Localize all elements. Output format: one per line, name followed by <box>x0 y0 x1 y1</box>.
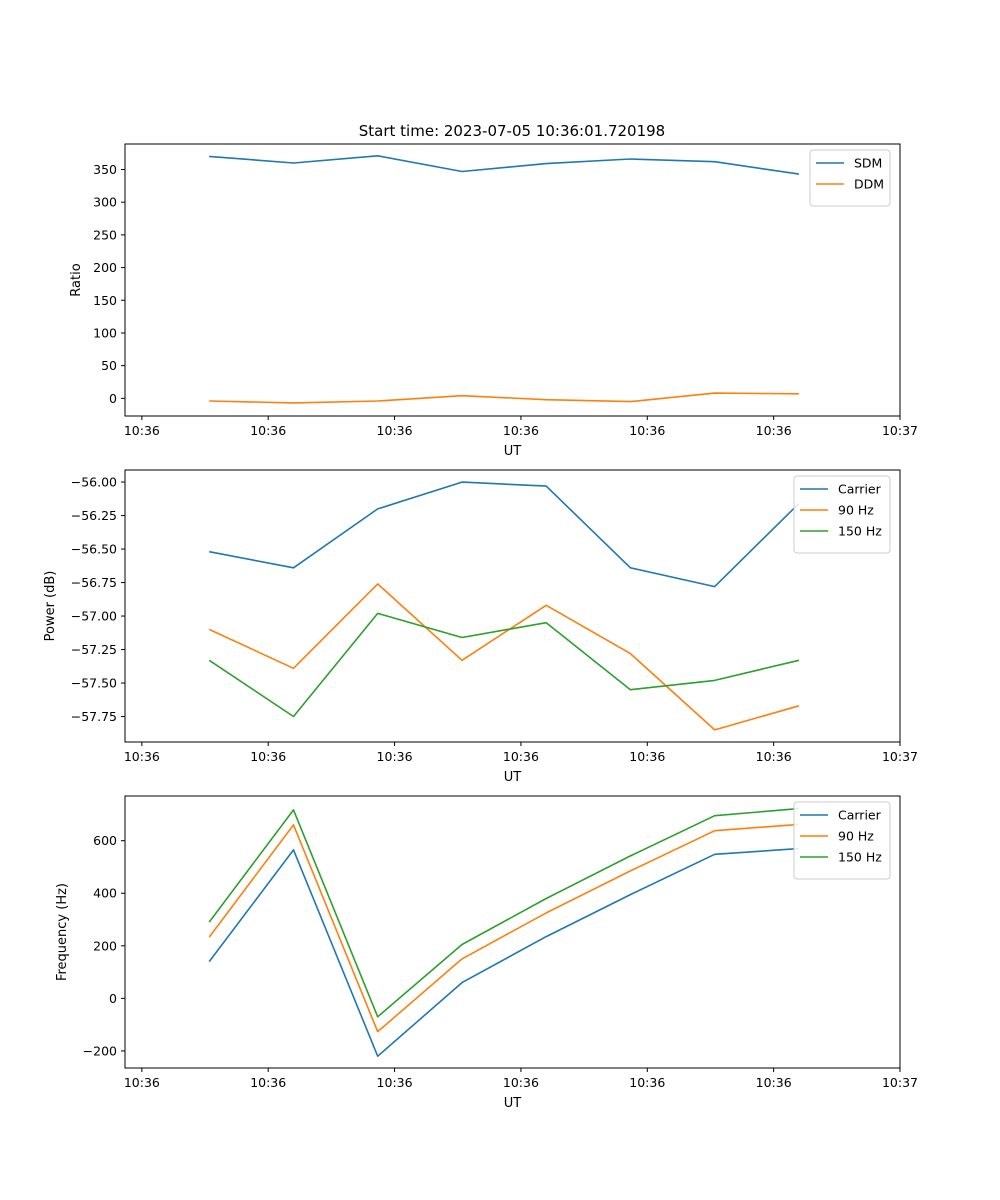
series-line-ddm <box>209 392 799 404</box>
y-tick-label: 50 <box>101 358 117 373</box>
legend-frame <box>809 149 891 207</box>
axes-frame <box>124 469 901 743</box>
y-tick-label: 0 <box>109 391 117 406</box>
legend-label: 90 Hz <box>838 503 874 518</box>
series-line-90-hz <box>208 823 799 1033</box>
y-tick-label: −57.50 <box>71 676 117 691</box>
legend-label: DDM <box>854 177 884 192</box>
y-tick-label: −200 <box>83 1043 117 1058</box>
y-tick-label: −56.75 <box>71 575 117 590</box>
axes-frame <box>124 143 901 417</box>
series-line-150-hz <box>208 807 799 1018</box>
series-line-sdm <box>209 155 800 175</box>
legend: Carrier 90 Hz 150 Hz <box>793 475 891 554</box>
x-tick-label: 10:36 <box>124 423 160 438</box>
y-tick-label: 200 <box>93 260 117 275</box>
x-tick-label: 10:36 <box>629 1075 665 1090</box>
legend: Carrier 90 Hz 150 Hz <box>793 801 891 880</box>
legend-label: 150 Hz <box>838 524 882 539</box>
y-tick-label: −56.25 <box>71 508 117 523</box>
x-tick-label: 10:37 <box>882 749 918 764</box>
x-tick-label: 10:36 <box>250 1075 286 1090</box>
x-tick-label: 10:36 <box>124 1075 160 1090</box>
y-axis-label: Power (dB) <box>43 571 58 642</box>
x-tick-label: 10:36 <box>377 1075 413 1090</box>
x-tick-label: 10:36 <box>250 423 286 438</box>
figure-title: Start time: 2023-07-05 10:36:01.720198 <box>359 122 665 140</box>
y-tick-label: 200 <box>93 938 117 953</box>
x-tick-label: 10:36 <box>503 423 539 438</box>
y-tick-label: 400 <box>93 886 117 901</box>
y-tick-label: 250 <box>93 227 117 242</box>
x-tick-label: 10:36 <box>377 749 413 764</box>
y-tick-label: 600 <box>93 833 117 848</box>
x-axis-label: UT <box>504 444 522 459</box>
panel-2: 10:36 10:36 10:36 10:36 10:36 10:36 10:37 −56.0… <box>43 469 918 785</box>
y-tick-label: −56.00 <box>71 475 117 490</box>
x-tick-label: 10:36 <box>503 749 539 764</box>
legend-label: 150 Hz <box>838 850 882 865</box>
series-line-carrier <box>208 847 799 1057</box>
x-tick-label: 10:37 <box>882 423 918 438</box>
y-axis-label: Ratio <box>69 263 84 296</box>
x-tick-label: 10:36 <box>503 1075 539 1090</box>
x-tick-label: 10:36 <box>756 423 792 438</box>
x-tick-label: 10:37 <box>882 1075 918 1090</box>
x-tick-label: 10:36 <box>124 749 160 764</box>
x-tick-label: 10:36 <box>629 423 665 438</box>
legend-label: Carrier <box>838 808 882 823</box>
panel-3: 10:36 10:36 10:36 10:36 10:36 10:36 10:37 −200 0… <box>55 795 918 1111</box>
y-tick-label: 300 <box>93 195 117 210</box>
x-tick-label: 10:36 <box>377 423 413 438</box>
x-tick-label: 10:36 <box>629 749 665 764</box>
legend-label: Carrier <box>838 482 882 497</box>
x-tick-label: 10:36 <box>756 749 792 764</box>
y-tick-label: 0 <box>109 991 117 1006</box>
y-tick-label: −57.00 <box>71 609 117 624</box>
x-axis-label: UT <box>504 1096 522 1111</box>
legend: SDM DDM <box>809 149 891 207</box>
legend-label: 90 Hz <box>838 829 874 844</box>
legend-frame <box>793 475 891 554</box>
axes-frame <box>124 795 901 1069</box>
y-tick-label: 150 <box>93 293 117 308</box>
x-axis-label: UT <box>504 770 522 785</box>
y-tick-label: 350 <box>93 162 117 177</box>
series-line-150-hz <box>208 612 800 718</box>
y-tick-label: 100 <box>93 325 117 340</box>
x-tick-label: 10:36 <box>250 749 286 764</box>
panel-1: 10:36 10:36 10:36 10:36 10:36 10:36 10:37 0 50 10… <box>69 143 918 459</box>
y-tick-label: −57.75 <box>71 709 117 724</box>
y-tick-label: −57.25 <box>71 642 117 657</box>
series-line-carrier <box>209 481 800 588</box>
series-line-90-hz <box>208 583 800 731</box>
x-tick-label: 10:36 <box>756 1075 792 1090</box>
y-tick-label: −56.50 <box>71 542 117 557</box>
y-axis-label: Frequency (Hz) <box>55 883 70 981</box>
legend-label: SDM <box>854 156 882 171</box>
legend-frame <box>793 801 891 880</box>
